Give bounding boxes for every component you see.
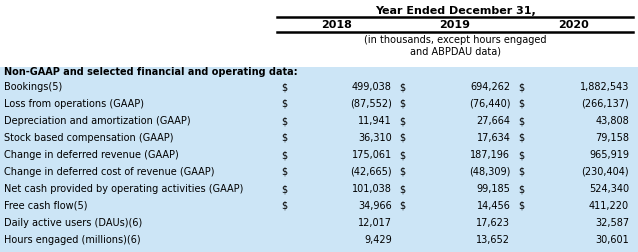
Text: $: $ [399,200,406,210]
Text: $: $ [281,99,287,109]
Text: $: $ [281,251,287,252]
Text: 965,919: 965,919 [589,149,629,159]
Text: (87,552): (87,552) [350,99,392,109]
Text: $: $ [518,183,524,193]
Text: 79,158: 79,158 [595,133,629,142]
Text: Loss from operations (GAAP): Loss from operations (GAAP) [4,99,144,109]
Text: Change in deferred cost of revenue (GAAP): Change in deferred cost of revenue (GAAP… [4,166,214,176]
Text: $: $ [399,82,406,92]
Text: (48,309): (48,309) [469,166,510,176]
Text: 30,601: 30,601 [595,234,629,244]
Text: Average Bookings per DAU (ABPDAU)(6): Average Bookings per DAU (ABPDAU)(6) [4,251,200,252]
Text: $: $ [399,166,406,176]
Text: 411,220: 411,220 [589,200,629,210]
Text: 175,061: 175,061 [352,149,392,159]
Text: $: $ [518,133,524,142]
Text: 27,664: 27,664 [477,115,510,125]
Text: $: $ [281,183,287,193]
Text: 187,196: 187,196 [470,149,510,159]
Text: 43,808: 43,808 [595,115,629,125]
Text: 2019: 2019 [440,20,470,30]
Text: 13,652: 13,652 [477,234,510,244]
Text: 9,429: 9,429 [364,234,392,244]
Text: 34,966: 34,966 [358,200,392,210]
Text: 694,262: 694,262 [470,82,510,92]
Text: Free cash flow(5): Free cash flow(5) [4,200,87,210]
Text: $: $ [281,166,287,176]
Text: $: $ [281,149,287,159]
Text: $: $ [281,200,287,210]
Text: 41.53: 41.53 [364,251,392,252]
Text: 499,038: 499,038 [352,82,392,92]
Bar [0,0,638,68]
Text: $: $ [281,82,287,92]
Text: 39.40: 39.40 [483,251,510,252]
Text: $: $ [518,200,524,210]
Text: 2020: 2020 [558,20,589,30]
Text: $: $ [518,251,524,252]
Text: Net cash provided by operating activities (GAAP): Net cash provided by operating activitie… [4,183,243,193]
Text: Hours engaged (millions)(6): Hours engaged (millions)(6) [4,234,140,244]
Text: 17,634: 17,634 [477,133,510,142]
Text: 17,623: 17,623 [477,217,510,227]
Text: (42,665): (42,665) [350,166,392,176]
Text: $: $ [399,133,406,142]
Text: $: $ [518,115,524,125]
Text: Stock based compensation (GAAP): Stock based compensation (GAAP) [4,133,174,142]
Text: 101,038: 101,038 [352,183,392,193]
Text: 57.77: 57.77 [601,251,629,252]
Text: Non-GAAP and selected financial and operating data:: Non-GAAP and selected financial and oper… [4,67,297,77]
Text: Bookings(5): Bookings(5) [4,82,63,92]
Text: 99,185: 99,185 [477,183,510,193]
Text: $: $ [281,133,287,142]
Text: 14,456: 14,456 [477,200,510,210]
Text: $: $ [518,149,524,159]
Text: $: $ [399,115,406,125]
Bar [0,68,638,252]
Text: (76,440): (76,440) [469,99,510,109]
Text: $: $ [399,183,406,193]
Text: $: $ [399,251,406,252]
Text: 524,340: 524,340 [589,183,629,193]
Text: $: $ [518,99,524,109]
Text: (in thousands, except hours engaged
and ABPDAU data): (in thousands, except hours engaged and … [364,35,546,56]
Text: $: $ [399,99,406,109]
Text: 12,017: 12,017 [358,217,392,227]
Text: Daily active users (DAUs)(6): Daily active users (DAUs)(6) [4,217,142,227]
Text: Depreciation and amortization (GAAP): Depreciation and amortization (GAAP) [4,115,191,125]
Text: 11,941: 11,941 [358,115,392,125]
Text: $: $ [281,115,287,125]
Text: 2018: 2018 [321,20,352,30]
Text: 36,310: 36,310 [358,133,392,142]
Text: Change in deferred revenue (GAAP): Change in deferred revenue (GAAP) [4,149,179,159]
Text: $: $ [399,149,406,159]
Text: $: $ [518,82,524,92]
Text: (230,404): (230,404) [581,166,629,176]
Text: 32,587: 32,587 [595,217,629,227]
Text: (266,137): (266,137) [581,99,629,109]
Text: Year Ended December 31,: Year Ended December 31, [375,6,535,16]
Text: $: $ [518,166,524,176]
Text: 1,882,543: 1,882,543 [580,82,629,92]
